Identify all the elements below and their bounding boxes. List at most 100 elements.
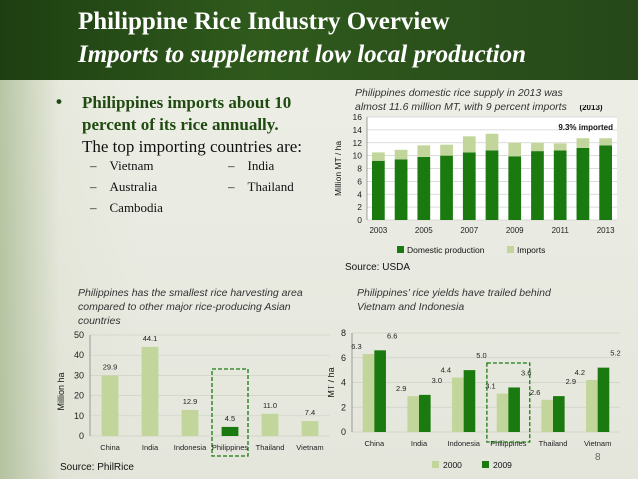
- chart3-ytick-label: 4: [341, 378, 346, 388]
- chart3-bar-2009: [374, 350, 386, 432]
- chart1-title: Philippines domestic rice supply in 2013…: [355, 86, 625, 114]
- chart3-xtick-label: Vietnam: [584, 439, 611, 448]
- chart3-legend-label-2000: 2000: [443, 460, 462, 470]
- chart1-bar-domestic: [576, 147, 590, 220]
- chart1-ytick-label: 4: [357, 189, 362, 199]
- country-item: – India: [228, 158, 274, 174]
- chart2-ytick-label: 0: [79, 431, 84, 441]
- chart2-svg: 0 10 20 30 40 50 29.9 China 44.1 India 12.9 Indones…: [56, 330, 330, 457]
- chart1-bar-imports: [440, 144, 453, 156]
- chart1-bar-imports: [372, 152, 385, 161]
- chart2-ytick-label: 20: [74, 391, 84, 401]
- chart3-value-label: 5.2: [610, 349, 620, 358]
- chart2-bar: [101, 375, 119, 436]
- chart1-bar-imports: [485, 133, 499, 151]
- chart1-legend-swatch-imports: [507, 246, 514, 253]
- chart1-xtick-label: 2005: [415, 226, 433, 235]
- chart1-bar-domestic: [508, 156, 522, 220]
- chart2-bar: [301, 421, 319, 436]
- chart2-bar: [181, 409, 199, 436]
- country-item: – Australia: [90, 179, 157, 195]
- chart3-value-label: 6.6: [387, 331, 397, 340]
- chart2-value-label: 7.4: [305, 408, 315, 417]
- chart1-bar-imports: [599, 138, 612, 146]
- title-bar: Philippine Rice Industry Overview Import…: [0, 0, 638, 80]
- chart3-xtick-label: India: [411, 439, 428, 448]
- chart2-title-line3: countries: [78, 315, 121, 327]
- chart3-ytick-label: 2: [341, 402, 346, 412]
- chart2-ytick-label: 10: [74, 411, 84, 421]
- chart3-highlight-box: [486, 362, 531, 443]
- bullet-dot: •: [56, 92, 62, 111]
- chart3-value-label: 4.4: [441, 366, 451, 375]
- country-item: – Vietnam: [90, 158, 153, 174]
- chart3-bar-2000: [452, 377, 464, 432]
- chart1-ytick-label: 2: [357, 202, 362, 212]
- chart3-value-label: 2.6: [530, 388, 540, 397]
- chart1-title-line1: Philippines domestic rice supply in 2013…: [355, 87, 563, 99]
- chart1-ytick-label: 0: [357, 215, 362, 225]
- chart2-value-label: 11.0: [263, 401, 277, 410]
- chart3-legend-swatch-2009: [482, 461, 489, 468]
- dash-glyph: –: [90, 200, 97, 215]
- country-cambodia: Cambodia: [109, 200, 163, 215]
- chart3-legend-label-2009: 2009: [493, 460, 512, 470]
- chart3-value-label: 3.1: [485, 382, 495, 391]
- chart2-bar: [221, 426, 239, 436]
- chart2-bar: [261, 413, 279, 436]
- chart2-value-label: 44.1: [143, 334, 158, 343]
- chart3-bar-2009: [463, 370, 476, 432]
- chart3-bar-2009: [419, 394, 431, 432]
- chart1-xtick-label: 2003: [369, 226, 387, 235]
- chart3-ytick-label: 6: [341, 353, 346, 363]
- dash-glyph: –: [90, 158, 97, 173]
- chart3-value-label: 4.2: [575, 368, 585, 377]
- chart1-ytick-label: 8: [357, 164, 362, 174]
- chart3-xtick-label: Thailand: [539, 439, 568, 448]
- bullet-sub: The top importing countries are:: [82, 137, 302, 156]
- chart1-ytick-label: 14: [353, 125, 363, 135]
- chart1-legend-swatch-domestic: [397, 246, 404, 253]
- country-thailand: Thailand: [247, 179, 294, 194]
- chart2-xtick-label: Philippines: [212, 443, 249, 452]
- chart1-bar-domestic: [553, 150, 567, 220]
- chart1-svg: 0 2 4 6 8 10 12 14 16 2003 2005 2007 2009 2011 2013 Mil…: [333, 105, 617, 255]
- chart2-xtick-label: Indonesia: [174, 443, 207, 452]
- chart1-annotation-year: (2013): [579, 105, 602, 112]
- chart3-value-label: 5.0: [476, 351, 486, 360]
- country-item: – Thailand: [228, 179, 294, 195]
- chart3-value-label: 3.0: [432, 376, 442, 385]
- chart2-value-label: 29.9: [103, 363, 118, 372]
- chart1-xtick-label: 2009: [506, 226, 524, 235]
- chart2-ytick-label: 30: [74, 370, 84, 380]
- chart1-bar-domestic: [599, 145, 612, 220]
- bullet-main-line1: Philippines imports about 10: [82, 93, 292, 112]
- chart2-xtick-label: Thailand: [256, 443, 285, 452]
- chart3-title-line1: Philippines’ rice yields have trailed be…: [357, 287, 551, 299]
- chart3-bar-2009: [508, 387, 520, 432]
- chart1-bar-domestic: [417, 156, 431, 220]
- chart3-xtick-label: Indonesia: [447, 439, 480, 448]
- chart1-bar-domestic: [372, 160, 385, 220]
- chart3-bar-2000: [496, 393, 509, 432]
- country-australia: Australia: [109, 179, 158, 194]
- bullet-main-line2: percent of its rice annually.: [82, 115, 279, 134]
- dash-glyph: –: [228, 158, 235, 173]
- chart2-title-line2: compared to other major rice-producing A…: [78, 301, 291, 313]
- chart1-bar-domestic: [440, 155, 453, 220]
- chart3-value-label: 6.3: [351, 342, 361, 351]
- chart3-xtick-label: Philippines: [490, 439, 527, 448]
- country-india: India: [247, 158, 275, 173]
- chart3-title: Philippines’ rice yields have trailed be…: [357, 286, 617, 314]
- chart3-ytick-label: 8: [341, 328, 346, 338]
- chart3-svg: 0 2 4 6 8 6.3 6.6 China 2.9 3.0 India 4.4 5.0 Indones…: [328, 328, 621, 470]
- chart1-ylabel: Million MT / ha: [333, 141, 343, 196]
- chart3-title-line2: Vietnam and Indonesia: [357, 301, 465, 313]
- page-number: 8: [595, 452, 601, 463]
- chart2-xtick-label: India: [142, 443, 159, 452]
- chart2-ytick-label: 50: [74, 330, 84, 340]
- chart1-bar-imports: [508, 142, 522, 157]
- chart1-bar-imports: [576, 138, 590, 148]
- chart2-ylabel: Million ha: [56, 372, 66, 410]
- chart2-title-line1: Philippines has the smallest rice harves…: [78, 287, 303, 299]
